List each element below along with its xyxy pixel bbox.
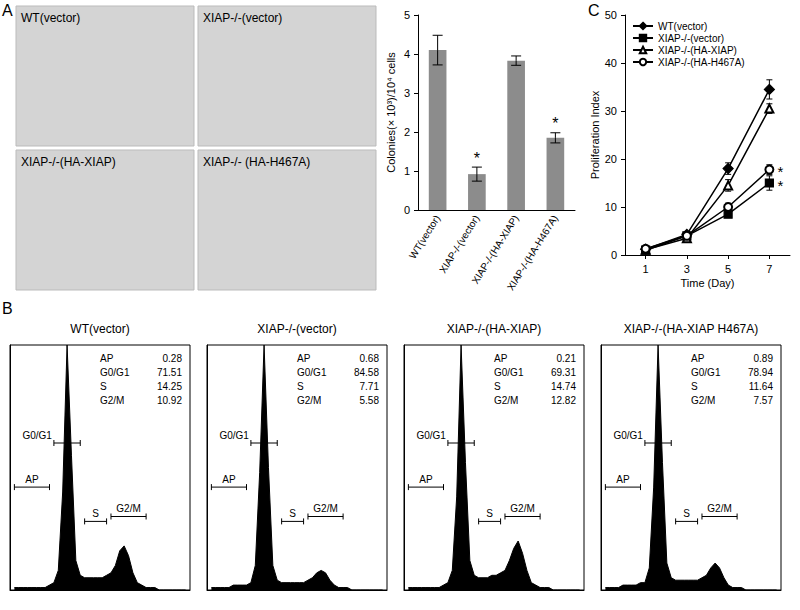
svg-text:AP: AP <box>494 353 508 364</box>
svg-text:S: S <box>494 381 501 392</box>
svg-text:5: 5 <box>404 9 410 21</box>
svg-text:AP: AP <box>222 474 236 485</box>
svg-text:0.68: 0.68 <box>360 353 380 364</box>
svg-text:AP: AP <box>100 353 114 364</box>
svg-text:WT(vector): WT(vector) <box>407 213 443 261</box>
svg-text:G0/G1: G0/G1 <box>691 367 721 378</box>
svg-text:3: 3 <box>404 87 410 99</box>
svg-text:10.92: 10.92 <box>157 395 182 406</box>
svg-text:1: 1 <box>643 263 649 275</box>
svg-text:S: S <box>683 508 690 519</box>
svg-text:G2/M: G2/M <box>297 395 321 406</box>
svg-text:12.82: 12.82 <box>551 395 576 406</box>
svg-text:2: 2 <box>404 126 410 138</box>
svg-text:XIAP-/-(vector): XIAP-/-(vector) <box>658 33 724 44</box>
svg-text:XIAP-/-(vector): XIAP-/-(vector) <box>437 213 481 275</box>
svg-text:11.64: 11.64 <box>749 381 774 392</box>
svg-text:G0/G1: G0/G1 <box>416 430 446 441</box>
svg-text:14.74: 14.74 <box>551 381 576 392</box>
svg-text:Time (Day): Time (Day) <box>681 277 735 289</box>
svg-text:AP: AP <box>25 474 39 485</box>
svg-text:G0/G1: G0/G1 <box>297 367 327 378</box>
svg-text:5: 5 <box>725 263 731 275</box>
svg-text:WT(vector): WT(vector) <box>70 322 129 336</box>
svg-text:84.58: 84.58 <box>354 367 379 378</box>
svg-text:S: S <box>691 381 698 392</box>
svg-text:XIAP-/-(HA-XIAP): XIAP-/-(HA-XIAP) <box>658 45 737 56</box>
svg-text:XIAP-/-(HA-H467A): XIAP-/-(HA-H467A) <box>505 213 560 292</box>
svg-text:69.31: 69.31 <box>551 367 576 378</box>
svg-text:G0/G1: G0/G1 <box>613 430 643 441</box>
svg-text:WT(vector): WT(vector) <box>21 11 80 25</box>
svg-text:G2/M: G2/M <box>100 395 124 406</box>
svg-text:S: S <box>486 508 493 519</box>
svg-text:G2/M: G2/M <box>691 395 715 406</box>
svg-text:10: 10 <box>605 201 617 213</box>
svg-text:7.71: 7.71 <box>360 381 380 392</box>
svg-text:A: A <box>2 2 13 19</box>
svg-text:B: B <box>2 300 13 317</box>
svg-text:XIAP-/-(HA-XIAP): XIAP-/-(HA-XIAP) <box>469 213 521 286</box>
svg-text:0: 0 <box>404 204 410 216</box>
svg-text:*: * <box>777 163 783 180</box>
svg-text:G0/G1: G0/G1 <box>22 430 52 441</box>
svg-text:4: 4 <box>404 48 410 60</box>
svg-text:AP: AP <box>297 353 311 364</box>
svg-text:0.21: 0.21 <box>557 353 577 364</box>
svg-text:G2/M: G2/M <box>116 503 140 514</box>
svg-text:G0/G1: G0/G1 <box>219 430 249 441</box>
svg-text:*: * <box>474 150 480 167</box>
svg-text:Colonies(× 10³)/10⁴ cells: Colonies(× 10³)/10⁴ cells <box>385 52 397 173</box>
svg-text:AP: AP <box>419 474 433 485</box>
svg-text:0: 0 <box>611 249 617 261</box>
svg-text:78.94: 78.94 <box>748 367 773 378</box>
svg-text:XIAP-/-(HA-H467A): XIAP-/-(HA-H467A) <box>658 57 745 68</box>
svg-text:G0/G1: G0/G1 <box>494 367 524 378</box>
svg-text:50: 50 <box>605 9 617 21</box>
svg-text:XIAP-/-(HA-XIAP H467A): XIAP-/-(HA-XIAP H467A) <box>624 322 758 336</box>
svg-text:XIAP-/- (HA-H467A): XIAP-/- (HA-H467A) <box>203 155 310 169</box>
svg-text:3: 3 <box>684 263 690 275</box>
svg-text:71.51: 71.51 <box>157 367 182 378</box>
svg-text:S: S <box>289 508 296 519</box>
svg-text:7.57: 7.57 <box>754 395 774 406</box>
svg-text:G2/M: G2/M <box>707 503 731 514</box>
svg-text:Proliferation Index: Proliferation Index <box>589 90 601 179</box>
svg-text:G2/M: G2/M <box>313 503 337 514</box>
svg-text:XIAP-/-(vector): XIAP-/-(vector) <box>257 322 336 336</box>
svg-text:20: 20 <box>605 153 617 165</box>
svg-text:S: S <box>297 381 304 392</box>
svg-text:AP: AP <box>616 474 630 485</box>
svg-text:XIAP-/-(vector): XIAP-/-(vector) <box>203 11 282 25</box>
svg-text:7: 7 <box>766 263 772 275</box>
svg-text:S: S <box>100 381 107 392</box>
svg-text:1: 1 <box>404 165 410 177</box>
svg-text:XIAP-/-(HA-XIAP): XIAP-/-(HA-XIAP) <box>447 322 542 336</box>
svg-text:C: C <box>588 2 600 19</box>
svg-text:14.25: 14.25 <box>157 381 182 392</box>
svg-text:5.58: 5.58 <box>360 395 380 406</box>
svg-text:XIAP-/-(HA-XIAP): XIAP-/-(HA-XIAP) <box>21 155 116 169</box>
svg-text:G2/M: G2/M <box>494 395 518 406</box>
svg-text:0.89: 0.89 <box>754 353 774 364</box>
svg-text:30: 30 <box>605 105 617 117</box>
svg-text:S: S <box>92 508 99 519</box>
svg-text:G2/M: G2/M <box>510 503 534 514</box>
svg-text:*: * <box>552 115 558 132</box>
svg-text:40: 40 <box>605 57 617 69</box>
svg-text:WT(vector): WT(vector) <box>658 21 707 32</box>
svg-text:AP: AP <box>691 353 705 364</box>
svg-text:G0/G1: G0/G1 <box>100 367 130 378</box>
svg-text:0.28: 0.28 <box>163 353 183 364</box>
